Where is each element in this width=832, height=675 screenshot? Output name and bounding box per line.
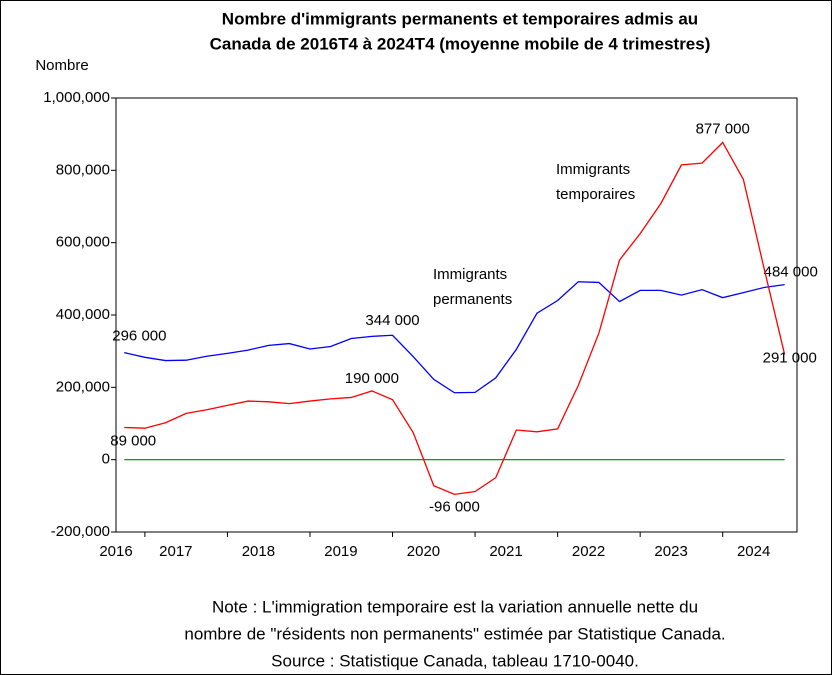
chart-title: Nombre d'immigrants permanents et tempor… [222, 9, 698, 28]
series-line [124, 141, 786, 496]
y-tick-label: 0 [102, 451, 110, 468]
x-tick-label: 2023 [654, 543, 687, 560]
series-label: Immigrants temporaires [556, 161, 635, 203]
note: Source : Statistique Canada, tableau 171… [271, 651, 639, 670]
data-label: 344 000 [365, 312, 419, 329]
y-tick-label: 600,000 [56, 234, 110, 251]
x-tick-label: 2024 [737, 543, 770, 560]
y-tick-label: 400,000 [56, 306, 110, 323]
x-tick-label: 2021 [489, 543, 522, 560]
y-tick-label: 200,000 [56, 378, 110, 395]
x-tick-label: 2017 [159, 543, 192, 560]
data-label: 89 000 [110, 432, 156, 449]
series-label: Immigrants permanents [433, 266, 512, 308]
x-tick-label: 2022 [572, 543, 605, 560]
data-label: -96 000 [429, 498, 480, 515]
data-label: 190 000 [345, 370, 399, 387]
x-tick-label: 2016 [99, 543, 132, 560]
data-label: 484 000 [764, 264, 818, 281]
x-tick-label: 2018 [242, 543, 275, 560]
data-label: 296 000 [112, 328, 166, 345]
note: nombre de "résidents non permanents" est… [184, 624, 725, 643]
data-label: 291 000 [763, 349, 817, 366]
data-label: 877 000 [696, 120, 750, 137]
y-tick-label: -200,000 [51, 523, 110, 540]
y-axis-label: Nombre [35, 57, 88, 74]
x-tick-label: 2020 [407, 543, 440, 560]
series-line [124, 281, 785, 394]
x-tick-label: 2019 [324, 543, 357, 560]
y-tick-label: 1,000,000 [43, 89, 110, 106]
note: Note : L'immigration temporaire est la v… [212, 597, 698, 616]
chart-title: Canada de 2016T4 à 2024T4 (moyenne mobil… [210, 34, 711, 53]
y-tick-label: 800,000 [56, 161, 110, 178]
